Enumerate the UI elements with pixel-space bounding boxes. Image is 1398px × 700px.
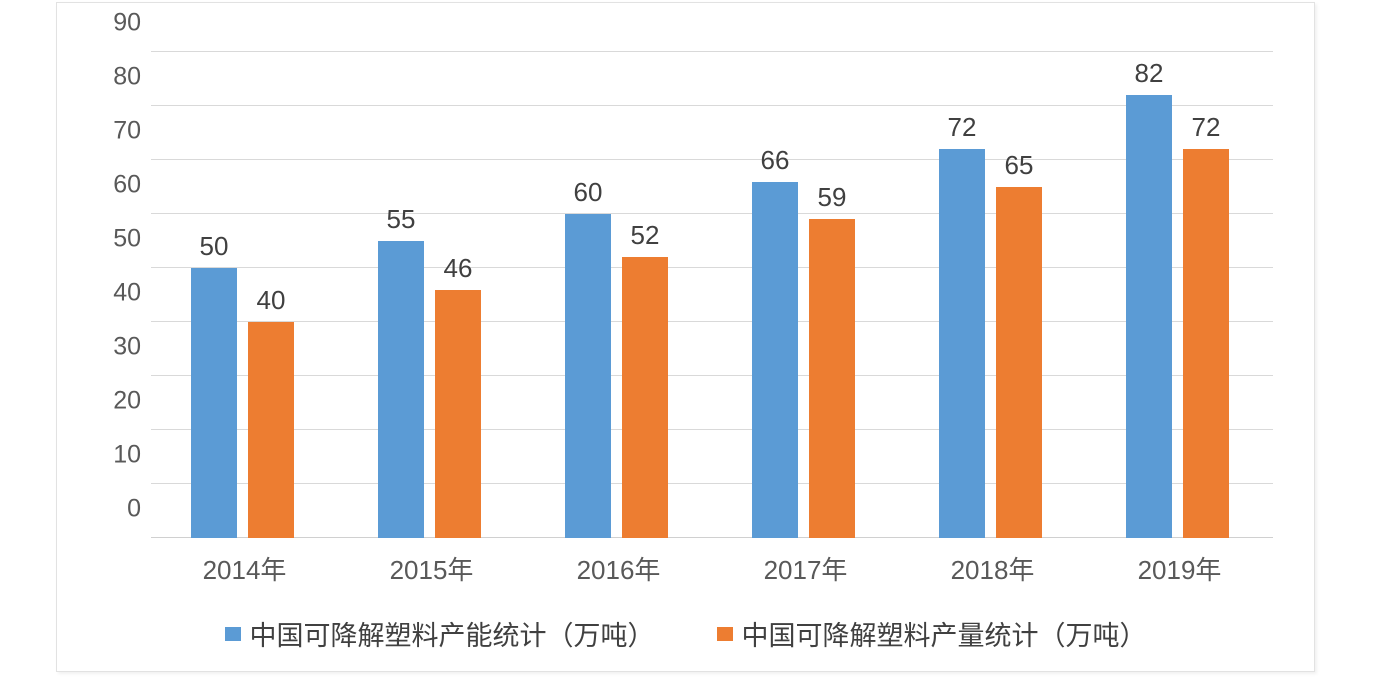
legend-item[interactable]: 中国可降解塑料产能统计（万吨）: [224, 614, 655, 653]
bar[interactable]: 46: [435, 253, 481, 538]
x-axis-tick-label: 2019年: [1137, 555, 1222, 585]
bar[interactable]: 52: [622, 220, 668, 538]
gridline: [151, 213, 1273, 215]
gridline: [151, 267, 1273, 268]
bar[interactable]: 40: [248, 285, 294, 538]
gridline: [151, 375, 1273, 377]
bar[interactable]: 82: [1126, 58, 1172, 538]
bar-value-label: 72: [1191, 112, 1221, 143]
legend-label: 中国可降解塑料产能统计（万吨）: [249, 621, 655, 652]
bar[interactable]: 55: [378, 204, 424, 538]
legend-swatch-icon: [224, 626, 241, 641]
bar-group: 55 46 2015年: [338, 52, 525, 585]
bar-group: 72 65 2018年: [899, 52, 1086, 585]
bar[interactable]: 50: [191, 231, 237, 538]
gridline: [151, 51, 1273, 52]
bar-value-label: 59: [817, 182, 847, 213]
gridline: [151, 159, 1273, 160]
bar[interactable]: 59: [809, 182, 855, 538]
bar-value-label: 60: [573, 177, 603, 208]
chart-frame: 0 10 20 30 40 50 60 70 80 90 50 40 2014年 55 46 2015年 60…: [56, 2, 1315, 672]
gridline: [151, 321, 1273, 322]
bar[interactable]: 72: [939, 112, 985, 538]
gridline: [151, 429, 1273, 430]
bar-value-label: 72: [947, 112, 977, 143]
y-axis-tick-label: 70: [113, 116, 141, 145]
x-axis-tick-label: 2015年: [389, 555, 474, 585]
y-axis-tick-label: 0: [127, 494, 141, 523]
plot-area: 0 10 20 30 40 50 60 70 80 90 50 40 2014年 55 46 2015年 60…: [113, 9, 1273, 585]
bar-group: 50 40 2014年: [151, 52, 338, 585]
bar-value-label: 40: [256, 285, 286, 315]
x-axis-tick-label: 2016年: [576, 555, 661, 585]
gridline: [151, 537, 1273, 538]
legend-label: 中国可降解塑料产量统计（万吨）: [741, 621, 1147, 652]
gridline: [151, 483, 1273, 484]
x-axis-tick-label: 2017年: [763, 555, 848, 585]
y-axis-tick-label: 40: [113, 278, 141, 307]
bar[interactable]: 60: [565, 177, 611, 538]
bar[interactable]: 72: [1183, 112, 1229, 538]
legend-item[interactable]: 中国可降解塑料产量统计（万吨）: [716, 614, 1147, 653]
bar[interactable]: 66: [752, 145, 798, 538]
bar-value-label: 55: [386, 204, 416, 234]
legend-swatch-icon: [716, 626, 733, 641]
bar[interactable]: 65: [996, 150, 1042, 538]
chart-legend: 中国可降解塑料产能统计（万吨） 中国可降解塑料产量统计（万吨）: [57, 614, 1314, 653]
y-axis-tick-label: 50: [113, 224, 141, 253]
y-axis-tick-label: 90: [113, 8, 141, 37]
bar-value-label: 66: [760, 144, 790, 175]
bar-group: 60 52 2016年: [525, 52, 712, 585]
bar-value-label: 52: [630, 220, 660, 251]
y-axis-tick-label: 30: [113, 332, 141, 361]
y-axis-tick-label: 60: [113, 170, 141, 199]
y-axis-tick-label: 80: [113, 62, 141, 91]
bar-value-label: 46: [443, 252, 473, 283]
bar-group: 82 72 2019年: [1086, 52, 1273, 585]
gridline: [151, 105, 1273, 106]
bar-group: 66 59 2017年: [712, 52, 899, 585]
bar-value-label: 65: [1004, 150, 1034, 180]
bar-value-label: 50: [199, 231, 229, 261]
x-axis-tick-label: 2014年: [202, 555, 287, 585]
bar-value-label: 82: [1134, 58, 1164, 89]
y-axis-tick-label: 20: [113, 386, 141, 415]
y-axis-tick-label: 10: [113, 440, 141, 469]
x-axis-tick-label: 2018年: [950, 555, 1035, 585]
